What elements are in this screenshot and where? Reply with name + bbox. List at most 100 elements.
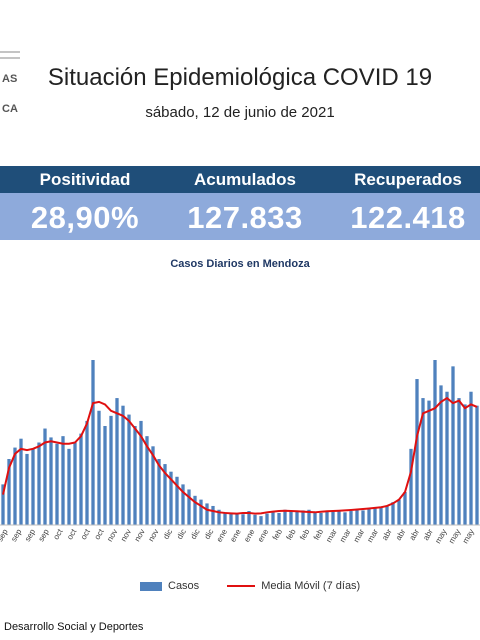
cases-bar	[409, 448, 413, 525]
stat-value-positividad: 28,90%	[30, 200, 140, 235]
cases-bar	[217, 509, 221, 525]
cases-bar	[265, 513, 269, 525]
x-tick-label: dic	[189, 528, 202, 541]
x-tick-label: ene	[215, 527, 230, 544]
cases-bar	[115, 398, 119, 525]
cases-bar	[187, 489, 191, 525]
cases-bar	[457, 398, 461, 525]
footer-credit: Desarrollo Social y Deportes	[4, 621, 144, 633]
cases-bar	[295, 511, 299, 525]
page-title: Situación Epidemiológica COVID 19	[47, 64, 433, 91]
x-tick-label: abr	[408, 527, 422, 542]
x-tick-label: oct	[65, 527, 79, 541]
cases-bar	[49, 437, 53, 525]
cases-bar	[25, 453, 29, 525]
cases-bar	[223, 512, 227, 525]
x-tick-label: abr	[380, 527, 394, 542]
cases-bar	[133, 426, 137, 525]
cases-bar	[301, 510, 305, 525]
cases-bar	[235, 513, 239, 525]
cases-bar	[475, 405, 479, 525]
cases-bar	[337, 510, 341, 525]
x-tick-label: nov	[146, 528, 160, 544]
cases-bar	[445, 391, 449, 525]
cases-bar	[145, 436, 149, 525]
cases-bar	[349, 511, 353, 525]
cases-bar	[439, 385, 443, 525]
chart-legend: Casos Media Móvil (7 días)	[140, 580, 360, 592]
cases-bar	[289, 511, 293, 525]
x-tick-label: may	[447, 528, 462, 546]
x-tick-label: may	[461, 528, 476, 546]
daily-cases-chart: sep sep sep sep oct oct oct oct nov nov nov nov dic d…	[0, 360, 480, 546]
cases-bar	[307, 509, 311, 525]
cases-bar	[427, 400, 431, 525]
x-tick-label: dic	[175, 528, 188, 541]
cases-bar	[397, 499, 401, 525]
cases-bar	[247, 511, 251, 525]
cases-bar	[43, 428, 47, 525]
stat-value-acumulados: 127.833	[187, 200, 303, 235]
cases-bar	[271, 512, 275, 525]
x-tick-label: nov	[119, 528, 133, 544]
cases-bar	[139, 420, 143, 525]
x-tick-label: ene	[242, 527, 257, 544]
svg-text:AS: AS	[2, 73, 17, 85]
cases-bar	[169, 471, 173, 525]
stats-header-band	[0, 166, 480, 193]
cases-bar	[7, 459, 11, 525]
x-tick-label: oct	[79, 527, 93, 541]
cases-bar	[151, 446, 155, 525]
x-tick-label: feb	[284, 527, 298, 542]
x-tick-label: sep	[0, 527, 10, 543]
x-tick-label: nov	[105, 528, 119, 544]
cases-bar	[283, 509, 287, 525]
cases-bar	[85, 420, 89, 525]
stat-label-recuperados: Recuperados	[354, 170, 462, 189]
cases-bar	[253, 514, 257, 525]
cases-bar	[373, 508, 377, 525]
moving-average-line	[2, 396, 478, 515]
cases-bar	[205, 503, 209, 525]
cases-bar	[355, 509, 359, 525]
cases-bar	[319, 512, 323, 525]
cases-bar	[421, 398, 425, 525]
x-tick-label: sep	[9, 527, 24, 543]
cases-bar	[379, 507, 383, 525]
x-tick-label: nov	[133, 528, 147, 544]
cases-bar	[325, 511, 329, 525]
x-tick-label: ene	[228, 527, 243, 544]
cases-bar	[313, 512, 317, 525]
legend-bar-swatch	[140, 581, 162, 591]
svg-text:CA: CA	[2, 103, 18, 115]
x-tick-label: abr	[394, 527, 408, 542]
cases-bar	[199, 499, 203, 525]
cases-bar	[103, 426, 107, 525]
cases-bar	[19, 438, 23, 525]
cases-bar	[367, 509, 371, 525]
cases-bar	[193, 495, 197, 525]
cases-bar	[31, 448, 35, 525]
cases-bar	[1, 484, 5, 525]
x-tick-label: dic	[161, 528, 174, 541]
cases-bar	[229, 512, 233, 525]
report-date: sábado, 12 de junio de 2021	[145, 104, 335, 121]
cases-bar	[469, 391, 473, 525]
cases-bar	[259, 516, 263, 525]
x-tick-label: feb	[271, 527, 285, 542]
stat-label-acumulados: Acumulados	[193, 170, 297, 189]
cases-bar	[181, 484, 185, 525]
cases-bar	[277, 512, 281, 525]
cases-bar	[67, 448, 71, 525]
cases-bar	[433, 360, 437, 525]
x-tick-label: mar	[324, 527, 339, 544]
x-tick-label: dic	[203, 528, 216, 541]
cases-bar	[61, 436, 65, 525]
legend-line-swatch	[227, 585, 256, 587]
cases-bar	[343, 512, 347, 525]
cases-bar	[361, 510, 365, 525]
cases-bar	[109, 415, 113, 525]
stat-value-recuperados: 122.418	[350, 200, 466, 235]
x-tick-label: mar	[352, 527, 367, 544]
cases-bar	[463, 404, 467, 525]
